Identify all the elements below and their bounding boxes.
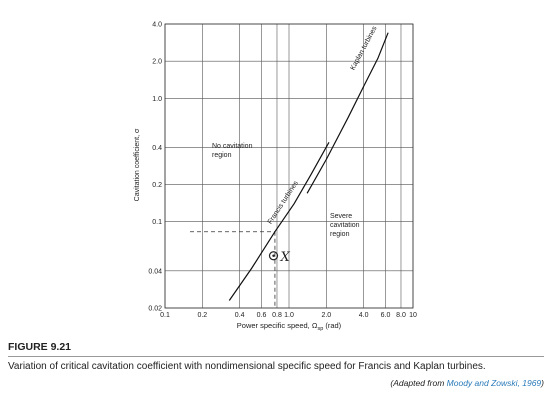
- y-tick-label: 1.0: [152, 96, 162, 103]
- caption-source: (Adapted from Moody and Zowski, 1969): [8, 378, 544, 388]
- x-tick-label: 0.6: [257, 312, 267, 319]
- y-tick-label: 0.04: [148, 268, 162, 275]
- y-tick-label: 2.0: [152, 59, 162, 66]
- caption-rule: [8, 356, 544, 357]
- series-line: [228, 142, 330, 301]
- x-tick-label: 4.0: [359, 312, 369, 319]
- y-tick-label: 0.1: [152, 219, 162, 226]
- x-tick-label: 2.0: [321, 312, 331, 319]
- y-tick-label: 0.02: [148, 306, 162, 313]
- x-tick-label: 0.2: [197, 312, 207, 319]
- x-tick-label: 8.0: [396, 312, 406, 319]
- marker-point: [268, 251, 279, 261]
- x-tick-label: 0.4: [235, 312, 245, 319]
- chart: Cavitation coefficient, σ Power specific…: [134, 22, 417, 333]
- region-label: region: [212, 152, 232, 159]
- marker-dot: [272, 254, 275, 257]
- x-tick-label: 6.0: [381, 312, 391, 319]
- x-tick-label: 1.0: [284, 312, 294, 319]
- source-suffix: ): [541, 378, 544, 388]
- region-label: region: [330, 231, 350, 238]
- x-tick-label: 0.1: [160, 312, 170, 319]
- region-label: cavitation: [330, 222, 360, 229]
- x-label-main: Power specific speed, Ω: [237, 321, 318, 330]
- caption-text: Variation of critical cavitation coeffic…: [8, 361, 486, 372]
- x-label-sub: sp: [317, 326, 323, 332]
- series-line: [306, 32, 389, 194]
- y-tick-label: 4.0: [152, 22, 162, 29]
- y-axis-label: Cavitation coefficient, σ: [134, 128, 141, 201]
- region-label: No cavitation: [212, 143, 253, 150]
- source-prefix: (Adapted from: [390, 378, 447, 388]
- region-label: Severe: [330, 213, 352, 220]
- y-tick-label: 0.4: [152, 145, 162, 152]
- x-axis-label: Power specific speed, Ωsp (rad): [237, 321, 342, 332]
- x-tick-label: 10: [409, 312, 417, 319]
- marker-label: X: [280, 250, 291, 265]
- y-tick-label: 0.2: [152, 182, 162, 189]
- x-label-unit: (rad): [323, 321, 341, 330]
- plot-frame: [164, 23, 414, 309]
- x-tick-label: 0.8: [272, 312, 282, 319]
- figure-number: FIGURE 9.21: [8, 341, 72, 353]
- source-link[interactable]: Moody and Zowski, 1969: [446, 378, 542, 388]
